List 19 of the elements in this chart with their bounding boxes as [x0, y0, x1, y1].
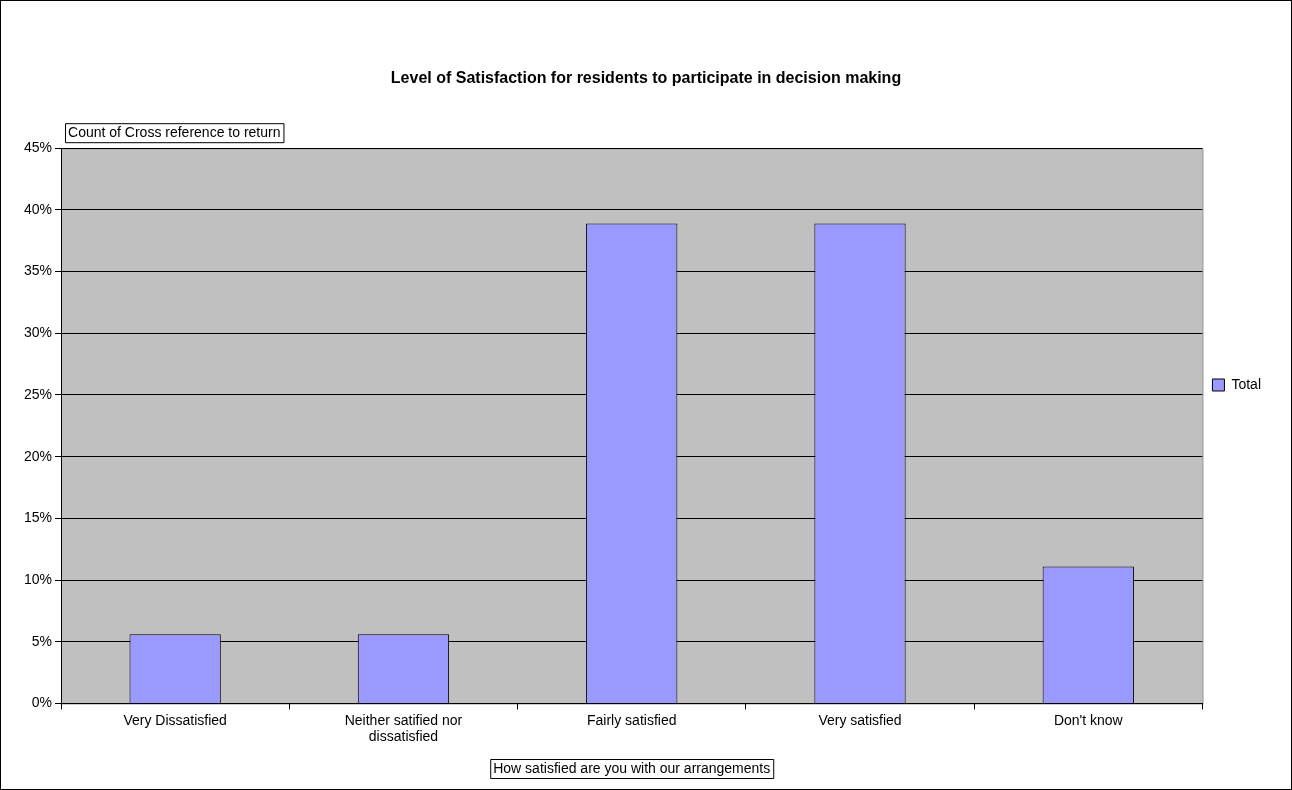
y-tick-label: 25% [23, 385, 53, 402]
x-tick-label: Don't know [1053, 711, 1124, 728]
x-tick-label: Very satisfied [818, 711, 902, 728]
x-tick-label: Very Dissatisfied [123, 711, 227, 728]
y-tick-label: 10% [23, 570, 53, 587]
y-tick-label: 30% [23, 324, 53, 341]
x-tick-label: Fairly satisfied [586, 711, 677, 728]
y-tick-label: 5% [31, 632, 53, 649]
y-tick-label: 0% [31, 694, 53, 711]
y-tick-label: 40% [23, 200, 53, 217]
x-axis-title: How satisfied are you with our arrangements [493, 759, 771, 776]
y-axis-title: Count of Cross reference to return [68, 124, 281, 141]
y-tick-label: 20% [23, 447, 53, 464]
y-tick-label: 35% [23, 262, 53, 279]
y-tick-label: 15% [23, 509, 53, 526]
y-tick-label: 45% [23, 139, 53, 156]
x-tick-label: Neither satified nor dissatisfied [344, 711, 463, 745]
chart-title: Level of Satisfaction for residents to participate in decision making [390, 69, 902, 87]
legend-label: Total [1231, 375, 1262, 392]
